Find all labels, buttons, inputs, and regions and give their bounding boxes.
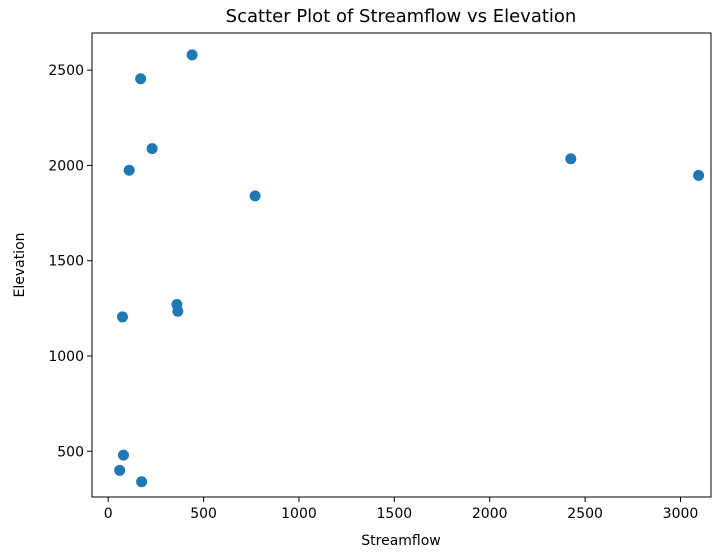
y-tick-label: 1500 <box>48 254 84 270</box>
x-axis: 0 500 1000 1500 2000 2500 3000 <box>104 497 699 522</box>
data-points <box>114 49 705 488</box>
x-axis-label: Streamflow <box>361 533 441 549</box>
data-point <box>136 476 148 488</box>
y-tick-label: 2000 <box>48 158 84 174</box>
y-tick-label: 1000 <box>48 349 84 365</box>
chart-title: Scatter Plot of Streamflow vs Elevation <box>226 6 577 27</box>
x-tick-label: 3000 <box>663 506 699 522</box>
data-point <box>565 153 577 165</box>
data-point <box>117 449 129 461</box>
data-point <box>146 143 158 155</box>
y-axis-label: Elevation <box>12 232 28 297</box>
data-point <box>693 169 705 181</box>
y-tick-label: 2500 <box>48 63 84 79</box>
data-point <box>172 305 184 317</box>
x-tick-label: 2500 <box>567 506 603 522</box>
plot-frame <box>91 32 712 498</box>
x-tick-label: 2000 <box>472 506 508 522</box>
data-point <box>186 49 198 61</box>
x-tick-label: 1500 <box>377 506 413 522</box>
x-tick-label: 1000 <box>281 506 317 522</box>
data-point <box>117 311 129 323</box>
data-point <box>249 190 261 202</box>
data-point <box>114 464 126 476</box>
y-tick-label: 500 <box>57 444 84 460</box>
x-tick-label: 0 <box>104 506 113 522</box>
data-point <box>123 164 135 176</box>
y-axis: 500 1000 1500 2000 2500 <box>48 63 92 460</box>
data-point <box>135 73 147 85</box>
x-tick-label: 500 <box>190 506 217 522</box>
